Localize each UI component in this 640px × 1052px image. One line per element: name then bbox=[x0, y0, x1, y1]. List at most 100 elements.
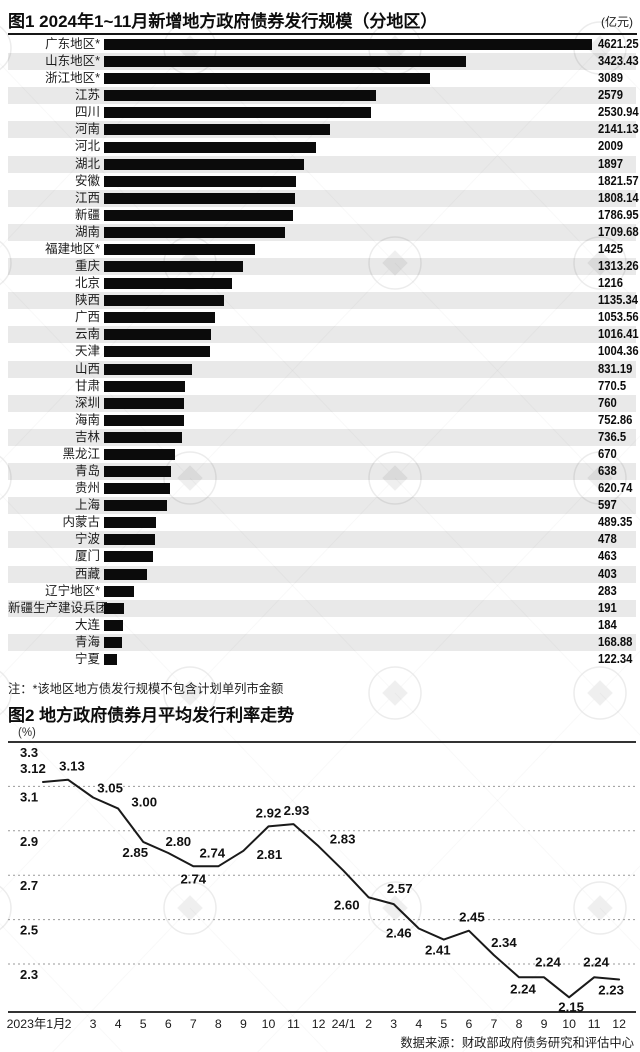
bar-category-label: 云南 bbox=[74, 327, 100, 342]
point-label: 3.12 bbox=[20, 761, 46, 776]
point-label: 2.45 bbox=[459, 910, 485, 925]
x-tick-label: 11 bbox=[287, 1017, 300, 1031]
fig1-title-rule bbox=[8, 33, 637, 35]
bar-row: 宁波 478 bbox=[8, 531, 636, 549]
bar-row: 山西 831.19 bbox=[8, 360, 636, 378]
bar-category-label: 宁波 bbox=[74, 532, 100, 547]
bar-value: 283 bbox=[598, 583, 617, 598]
point-label: 2.80 bbox=[165, 834, 191, 849]
bar bbox=[104, 448, 175, 460]
point-label: 2.74 bbox=[180, 871, 206, 886]
bar-row: 河北 2009 bbox=[8, 138, 636, 155]
bar bbox=[104, 175, 297, 187]
x-tick-label: 7 bbox=[490, 1017, 497, 1031]
bar-row: 安徽 1821.57 bbox=[8, 173, 639, 190]
bar-row: 陕西 1135.34 bbox=[8, 292, 639, 310]
bar-row: 广东地区* 4621.25 bbox=[8, 36, 639, 53]
bar-category-label: 贵州 bbox=[74, 481, 100, 496]
bar-value: 2579 bbox=[598, 88, 624, 103]
bar-value: 2009 bbox=[598, 139, 624, 154]
fig1-note: 注：*该地区地方债发行规模不包含计划单列市金额 bbox=[8, 682, 284, 696]
bar-value: 620.74 bbox=[598, 481, 633, 496]
bar-value: 1053.56 bbox=[598, 310, 639, 325]
bar-category-label: 新疆生产建设兵团 bbox=[8, 600, 109, 615]
bar bbox=[104, 636, 122, 648]
bar bbox=[104, 397, 185, 409]
bar-value: 670 bbox=[598, 446, 617, 461]
x-tick-label: 4 bbox=[115, 1017, 122, 1031]
point-label: 2.92 bbox=[256, 805, 282, 820]
bar bbox=[104, 466, 172, 478]
bar-row: 山东地区* 3423.43 bbox=[8, 53, 639, 71]
bar-category-label: 黑龙江 bbox=[62, 446, 100, 461]
x-tick-label: 9 bbox=[240, 1017, 247, 1031]
bar-category-label: 安徽 bbox=[74, 173, 100, 188]
bar bbox=[104, 380, 186, 392]
point-label: 3.00 bbox=[131, 795, 157, 810]
x-tick-label: 2 bbox=[65, 1017, 72, 1031]
bar bbox=[104, 414, 184, 426]
bar-value: 3423.43 bbox=[598, 54, 639, 69]
bar-value: 489.35 bbox=[598, 515, 633, 530]
bar-category-label: 湖北 bbox=[74, 156, 100, 171]
bar-row: 湖北 1897 bbox=[8, 155, 636, 173]
bar-value: 122.34 bbox=[598, 651, 633, 666]
bar bbox=[104, 90, 377, 102]
point-label: 2.23 bbox=[598, 983, 624, 998]
rate-line bbox=[42, 778, 621, 999]
point-label: 3.13 bbox=[59, 759, 85, 774]
bar-category-label: 广西 bbox=[74, 310, 100, 325]
bar-category-label: 山东地区* bbox=[45, 54, 100, 69]
bar-row: 黑龙江 670 bbox=[8, 446, 636, 463]
x-tick-label: 3 bbox=[90, 1017, 97, 1031]
bar-value: 4621.25 bbox=[598, 37, 639, 51]
bar-value: 597 bbox=[598, 498, 617, 513]
bar-category-label: 青岛 bbox=[74, 464, 100, 479]
bar-chart: 广东地区* 4621.25 山东地区* 3423.43 浙江地区* 3089 江苏 2579 四… bbox=[8, 36, 639, 668]
bar-category-label: 福建地区* bbox=[45, 241, 100, 256]
y-tick-label: 2.9 bbox=[20, 834, 38, 849]
x-tick-label: 10 bbox=[562, 1017, 576, 1031]
x-tick-label: 11 bbox=[588, 1017, 601, 1031]
point-label: 2.15 bbox=[558, 999, 584, 1014]
y-tick-label: 3.1 bbox=[20, 789, 38, 804]
bar-category-label: 天津 bbox=[74, 344, 100, 359]
point-label: 2.46 bbox=[386, 926, 412, 941]
y-tick-label: 2.7 bbox=[20, 878, 38, 893]
bar-category-label: 深圳 bbox=[74, 395, 100, 410]
bar bbox=[104, 346, 211, 358]
bar-category-label: 重庆 bbox=[74, 259, 100, 274]
bar-row: 甘肃 770.5 bbox=[8, 378, 636, 395]
bar-row: 青岛 638 bbox=[8, 463, 636, 481]
x-tick-label: 7 bbox=[190, 1017, 197, 1031]
point-label: 2.83 bbox=[330, 831, 356, 846]
bar-category-label: 山西 bbox=[74, 361, 100, 376]
x-tick-label: 6 bbox=[465, 1017, 472, 1031]
point-label: 2.81 bbox=[257, 847, 283, 862]
bar-value: 1135.34 bbox=[598, 293, 639, 308]
bar-category-label: 西藏 bbox=[74, 566, 100, 581]
point-label: 3.05 bbox=[97, 781, 123, 796]
bar-category-label: 江西 bbox=[74, 190, 100, 205]
fig1-unit-label: (亿元) bbox=[601, 15, 633, 29]
bar-row: 内蒙古 489.35 bbox=[8, 514, 636, 531]
bar-category-label: 河北 bbox=[74, 139, 100, 154]
x-tick-label: 8 bbox=[215, 1017, 222, 1031]
bar bbox=[104, 363, 192, 375]
bar bbox=[104, 244, 255, 255]
x-tick-label: 3 bbox=[390, 1017, 397, 1031]
bar-value: 184 bbox=[598, 617, 617, 632]
point-label: 2.24 bbox=[535, 954, 561, 969]
bar bbox=[104, 56, 466, 68]
bar-category-label: 海南 bbox=[74, 412, 100, 427]
bar-category-label: 浙江地区* bbox=[45, 71, 100, 86]
fig2-title: 图2 地方政府债券月平均发行利率走势 bbox=[8, 706, 295, 725]
bar bbox=[104, 158, 305, 170]
bar-value: 1709.68 bbox=[598, 224, 639, 239]
bar-value: 752.86 bbox=[598, 412, 633, 427]
x-tick-label: 10 bbox=[262, 1017, 276, 1031]
point-label: 2.93 bbox=[284, 803, 310, 818]
bar-value: 1425 bbox=[598, 241, 624, 256]
x-tick-label: 4 bbox=[415, 1017, 422, 1031]
